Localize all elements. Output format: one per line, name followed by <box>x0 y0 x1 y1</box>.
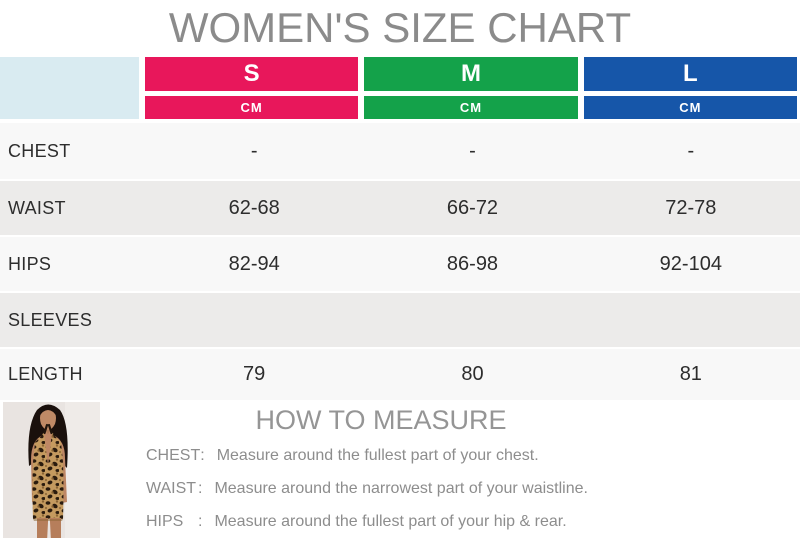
cell-value: - <box>250 139 258 162</box>
size-chart-header: S M L CM CM CM <box>0 57 800 119</box>
instruction-label: CHEST <box>146 447 201 464</box>
cell-value: 80 <box>461 363 484 385</box>
instruction-colon: : <box>198 513 203 530</box>
table-row-sleeves: SLEEVES <box>0 291 800 347</box>
leopard-dress-illustration <box>3 402 100 538</box>
measure-instruction-chest: CHEST: Measure around the fullest part of… <box>146 447 616 465</box>
instruction-colon: : <box>200 447 205 464</box>
product-photo <box>3 402 100 538</box>
row-label: HIPS <box>8 253 52 274</box>
how-to-measure-section: HOW TO MEASURE CHEST: Measure around the … <box>0 400 800 538</box>
size-column-header-s: S <box>145 57 359 91</box>
measure-instruction-hips: HIPS: Measure around the fullest part of … <box>146 513 616 531</box>
header-corner-cell <box>0 57 139 119</box>
instruction-text: Measure around the fullest part of your … <box>214 513 567 530</box>
instruction-label: WAIST <box>146 480 197 497</box>
cell-value: - <box>469 139 476 162</box>
unit-header-s: CM <box>145 96 359 119</box>
instruction-text: Measure around the narrowest part of you… <box>214 480 588 497</box>
row-label: WAIST <box>8 197 66 218</box>
cell-value: 86-98 <box>446 252 499 275</box>
cell-value: 82-94 <box>228 252 280 275</box>
how-to-measure-title: HOW TO MEASURE <box>255 405 507 435</box>
how-to-measure-content: HOW TO MEASURE CHEST: Measure around the … <box>146 405 616 538</box>
table-row-length: LENGTH 79 80 81 <box>0 347 800 400</box>
unit-header-l: CM <box>583 96 797 119</box>
row-label: LENGTH <box>8 364 83 384</box>
table-row-chest: CHEST - - - <box>0 123 800 179</box>
size-column-header-l: L <box>583 57 797 91</box>
cell-value: 79 <box>243 363 266 385</box>
size-column-header-m: M <box>364 57 578 91</box>
page-title: WOMEN'S SIZE CHART <box>168 4 632 51</box>
instruction-label: HIPS <box>146 513 184 530</box>
measure-instruction-waist: WAIST: Measure around the narrowest part … <box>146 480 616 498</box>
row-label: SLEEVES <box>8 309 93 330</box>
cell-value: 72-78 <box>665 196 717 219</box>
cell-value: 66-72 <box>446 196 499 219</box>
size-chart-body: CHEST - - - WAIST 62-68 66-72 72-78 HIPS… <box>0 123 800 400</box>
cell-value: 81 <box>679 363 702 385</box>
table-row-hips: HIPS 82-94 86-98 92-104 <box>0 235 800 291</box>
row-label: CHEST <box>8 140 71 161</box>
instruction-colon: : <box>198 480 203 497</box>
instruction-text: Measure around the fullest part of your … <box>216 447 539 464</box>
cell-value: 92-104 <box>659 252 722 275</box>
cell-value: 62-68 <box>228 196 280 219</box>
cell-value: - <box>687 139 695 162</box>
unit-header-m: CM <box>364 96 578 119</box>
table-row-waist: WAIST 62-68 66-72 72-78 <box>0 179 800 235</box>
